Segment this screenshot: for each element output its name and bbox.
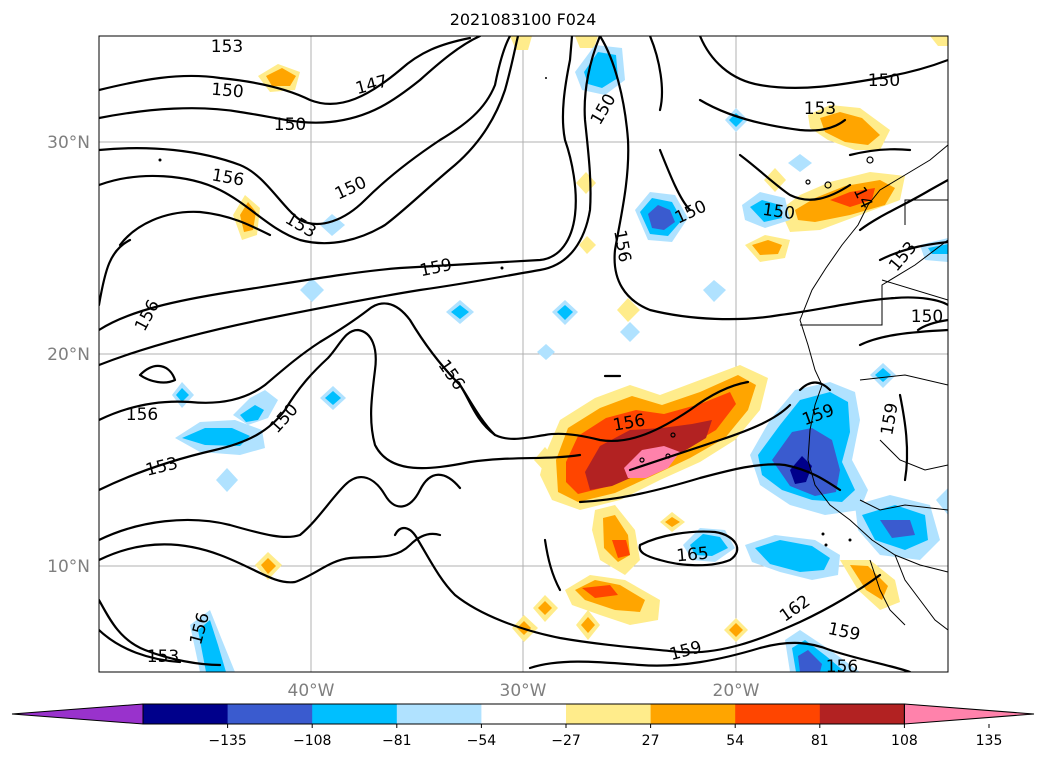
lat-label-10n: 10°N <box>47 557 90 577</box>
longitude-labels: 40°W 30°W 20°W <box>288 681 760 701</box>
colorbar-tick-label: −54 <box>467 733 497 749</box>
colorbar-segment <box>735 704 821 724</box>
colorbar-frame <box>142 703 905 725</box>
contour-label: 150 <box>868 71 900 91</box>
negative-anomaly-small <box>172 45 948 672</box>
colorbar-tick-label: 135 <box>976 733 1003 749</box>
contour-label: 150 <box>761 200 796 224</box>
positive-anomaly-main <box>540 365 768 510</box>
positive-anomaly-small <box>233 36 948 642</box>
lon-label-40w: 40°W <box>288 681 335 701</box>
contour-label: 153 <box>147 647 179 667</box>
negative-anomaly-southeast <box>745 495 940 672</box>
colorbar-segment <box>566 704 652 724</box>
contour-label: 156 <box>826 657 858 677</box>
coastlines <box>799 144 948 631</box>
positive-anomaly-northeast <box>745 105 905 610</box>
contour-label: 165 <box>676 544 710 567</box>
lon-label-20w: 20°W <box>713 681 760 701</box>
colorbar-segment <box>481 704 567 724</box>
map-title: 2021083100 F024 <box>450 10 597 29</box>
colorbar-extend-low <box>11 703 144 725</box>
colorbar-tick-label: 108 <box>891 733 918 749</box>
contour-label: 156 <box>126 405 158 425</box>
contour-label: 153 <box>211 37 243 57</box>
contour-label: 150 <box>274 115 306 135</box>
colorbar-tick-label: −135 <box>208 733 246 749</box>
colorbar-tick-label: 54 <box>726 733 744 749</box>
colorbar-segment <box>143 704 229 724</box>
plot-frame <box>98 35 949 673</box>
colorbar-segment <box>819 704 905 724</box>
colorbar: −135 −108 −81 −54 −27 27 54 81 108 135 <box>11 703 1035 749</box>
colorbar-tick-label: −108 <box>293 733 331 749</box>
contour-label: 150 <box>210 80 244 103</box>
height-contours <box>99 36 948 672</box>
colorbar-tick-label: 27 <box>642 733 660 749</box>
lon-label-30w: 30°W <box>500 681 547 701</box>
colorbar-tick-label: −81 <box>382 733 412 749</box>
colorbar-segment <box>227 704 313 724</box>
lat-label-30n: 30°N <box>47 133 90 153</box>
colorbar-tick-label: 81 <box>811 733 829 749</box>
lat-label-20n: 20°N <box>47 345 90 365</box>
contour-label: 150 <box>911 307 943 327</box>
colorbar-segment <box>650 704 736 724</box>
colorbar-extend-high <box>903 703 1035 725</box>
colorbar-tick-label: −27 <box>551 733 581 749</box>
colorbar-segment <box>396 704 482 724</box>
colorbar-segment <box>312 704 398 724</box>
detail-contours <box>158 77 874 547</box>
latitude-labels: 30°N 20°N 10°N <box>47 133 90 577</box>
map-plot-area: 153 150 147 150 156 150 153 159 156 156 … <box>99 36 948 677</box>
contour-label: 153 <box>804 99 836 119</box>
